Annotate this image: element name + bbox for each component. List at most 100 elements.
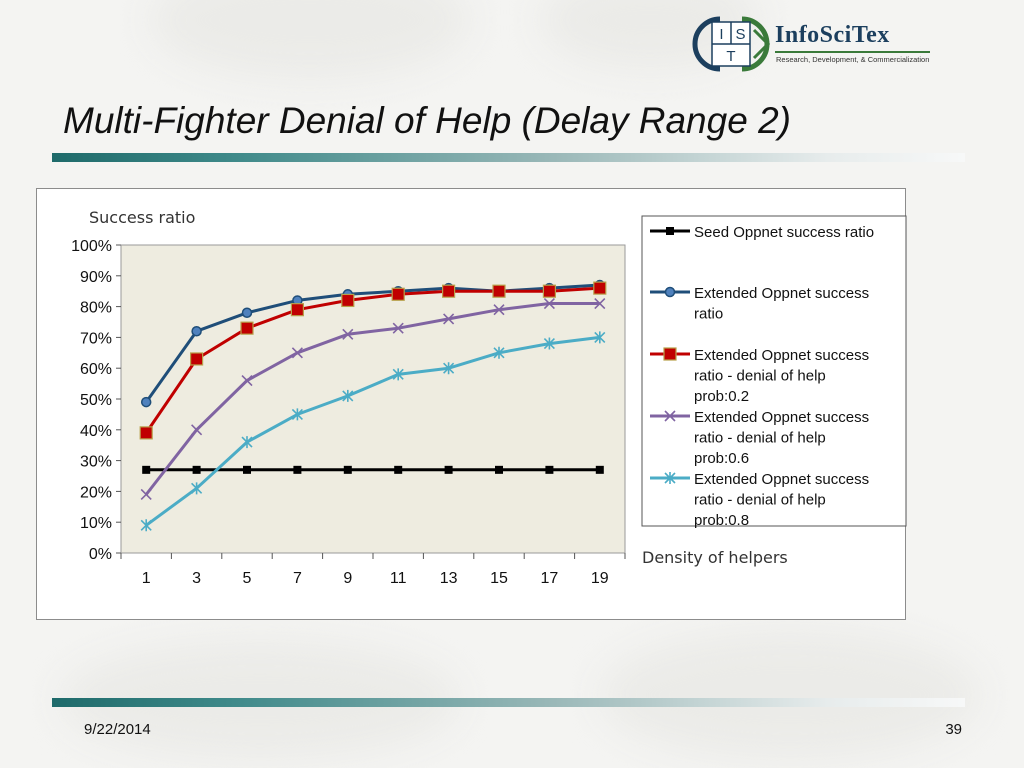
legend-marker	[666, 227, 674, 235]
y-tick-label: 70%	[80, 330, 112, 347]
data-point	[139, 426, 153, 440]
data-point	[140, 488, 152, 501]
logo-letter: T	[726, 48, 735, 65]
legend-marker	[664, 472, 676, 484]
legend-marker	[664, 286, 676, 298]
data-point	[291, 347, 303, 359]
data-point	[243, 465, 251, 474]
legend-label: Extended Oppnet success	[694, 285, 869, 302]
data-point	[241, 436, 253, 449]
footer-date: 9/22/2014	[84, 721, 151, 738]
data-point	[240, 321, 254, 335]
y-tick-label: 80%	[80, 300, 112, 317]
y-tick-label: 100%	[71, 238, 112, 255]
x-tick-label: 7	[293, 570, 302, 587]
y-axis-title: Success ratio	[89, 208, 195, 227]
data-point	[391, 287, 405, 301]
line-chart: 0%10%20%30%40%50%60%70%80%90%100%1 3 5 7 9 11…	[71, 208, 907, 587]
series-line	[144, 286, 600, 434]
series-line	[145, 302, 600, 496]
title-divider	[52, 153, 965, 162]
data-point	[492, 284, 506, 298]
x-axis-title: Density of helpers	[642, 548, 788, 567]
y-tick-label: 20%	[80, 484, 112, 501]
x-tick-label: 17	[541, 570, 559, 587]
data-point	[343, 465, 352, 474]
logo-letter: I	[719, 26, 723, 43]
legend-label: prob:0.2	[694, 388, 749, 405]
background-texture	[600, 630, 980, 760]
data-point	[443, 313, 455, 325]
data-point	[443, 362, 455, 375]
y-tick-label: 40%	[80, 423, 112, 440]
data-point	[142, 465, 151, 474]
data-point	[140, 519, 152, 532]
page-number: 39	[945, 721, 962, 738]
data-point	[594, 297, 606, 310]
chart-container: 0% 10% 20% 30% 40% 50% 60% 70% 80% 90% 100% 1 3 5 7 9 11…	[36, 188, 907, 620]
legend-label: Seed Oppnet success ratio	[694, 224, 874, 241]
y-tick-label: 90%	[80, 269, 112, 286]
data-point	[192, 465, 201, 474]
x-tick-label: 13	[440, 570, 458, 587]
data-point	[342, 389, 354, 402]
data-point	[291, 408, 303, 421]
legend-label: ratio	[694, 306, 723, 323]
x-tick-label: 19	[591, 570, 609, 587]
legend-label: ratio - denial of help	[694, 368, 826, 385]
legend-marker	[663, 347, 677, 361]
slide-title: Multi-Fighter Denial of Help (Delay Rang…	[63, 100, 791, 141]
x-tick-label: 5	[243, 570, 252, 587]
legend-box	[641, 215, 907, 527]
data-point	[493, 346, 505, 359]
data-point	[493, 304, 505, 316]
data-point	[191, 325, 202, 337]
data-point	[442, 284, 456, 298]
series-line	[144, 283, 600, 403]
logo-wordmark: InfoSciTex	[775, 22, 890, 48]
legend-label: ratio - denial of help	[694, 492, 826, 509]
legend-label: prob:0.6	[694, 450, 749, 467]
data-point	[290, 303, 304, 317]
data-point	[342, 328, 354, 340]
data-point	[293, 465, 302, 474]
data-point	[543, 297, 555, 310]
logo-emblem-icon: I S T	[692, 16, 771, 72]
data-point	[394, 465, 403, 474]
data-point	[495, 465, 503, 474]
data-point	[140, 396, 152, 408]
data-point	[191, 482, 203, 495]
data-point	[444, 465, 453, 474]
x-tick-label: 9	[343, 570, 352, 587]
x-tick-label: 1	[142, 570, 151, 587]
y-tick-label: 10%	[80, 515, 112, 532]
data-point	[341, 293, 355, 308]
y-tick-label: 50%	[80, 392, 112, 409]
data-point	[545, 465, 554, 474]
data-point	[543, 337, 555, 350]
background-texture	[150, 0, 470, 80]
logo-tagline: Research, Development, & Commercializati…	[776, 55, 930, 64]
y-tick-label: 30%	[80, 454, 112, 471]
data-point	[190, 352, 204, 366]
x-tick-label: 15	[490, 570, 508, 587]
data-point	[241, 374, 253, 387]
logo-letter: S	[735, 26, 745, 43]
footer-divider	[52, 698, 965, 707]
legend-label: Extended Oppnet success	[694, 409, 869, 426]
x-tick-label: 3	[192, 570, 201, 587]
data-point	[191, 424, 203, 436]
series-line	[145, 335, 600, 527]
data-point	[392, 368, 404, 381]
legend-label: ratio - denial of help	[694, 430, 826, 447]
data-point	[593, 281, 607, 295]
y-tick-label: 0%	[89, 546, 112, 563]
logo-underline	[775, 51, 930, 53]
data-point	[594, 331, 606, 344]
legend-label: Extended Oppnet success	[694, 471, 869, 488]
data-point	[241, 307, 253, 319]
legend-label: prob:0.8	[694, 512, 749, 529]
x-tick-label: 11	[390, 570, 407, 587]
legend-label: Extended Oppnet success	[694, 347, 869, 364]
data-point	[595, 465, 604, 474]
